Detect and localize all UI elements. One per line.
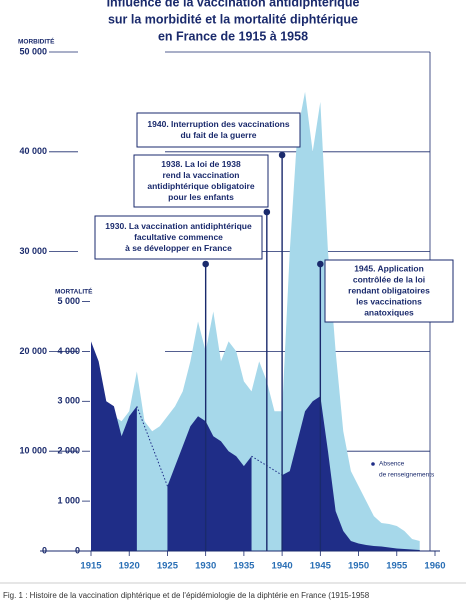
annotation-text: à se développer en France: [125, 243, 232, 253]
area: [282, 396, 420, 551]
x-tick-label: 1945: [310, 561, 332, 572]
annotation-text: antidiphtérique obligatoire: [147, 181, 254, 191]
annotation-text: 1938. La loi de 1938: [161, 159, 241, 169]
x-tick-label: 1955: [386, 561, 408, 572]
annotation-dot: [278, 151, 286, 159]
y2-tick-label: 3 000: [57, 396, 80, 406]
annotation-text: 1940. Interruption des vaccinations: [147, 119, 289, 129]
legend-marker: [371, 462, 375, 466]
y2-axis-label: MORTALITÉ: [55, 287, 93, 296]
annotation-box: [324, 259, 454, 323]
x-tick-label: 1925: [157, 561, 179, 572]
annotation-dot: [202, 260, 209, 268]
x-tick-label: 1940: [272, 561, 293, 572]
y-tick-label: 10 000: [19, 446, 47, 456]
y2-tick-label: 5 000: [57, 296, 80, 306]
annotation-text: rend la vaccination: [163, 170, 240, 180]
x-tick-label: 1915: [80, 561, 102, 572]
legend-text: Absence: [379, 461, 405, 468]
y2-tick-label: 4 000: [57, 346, 80, 356]
annotation-text: 1945. Application: [354, 263, 424, 273]
chart-title: en France de 1915 à 1958: [158, 29, 308, 43]
annotation-text: pour les enfants: [168, 192, 234, 202]
area: [91, 91, 420, 552]
annotation-text: facultative commence: [134, 232, 223, 242]
annotation-text: rendant obligatoires: [348, 285, 430, 295]
chart-title: sur la morbidité et la mortalité diphtér…: [108, 12, 358, 26]
annotation-text: 1930. La vaccination antidiphtérique: [105, 221, 252, 231]
annotation-text: du fait de la guerre: [180, 130, 256, 140]
x-tick-label: 1930: [195, 561, 216, 572]
annotation-text: les vaccinations: [356, 296, 422, 306]
x-tick-label: 1935: [233, 561, 255, 572]
y-tick-label: 0: [42, 545, 47, 555]
annotation-dot: [317, 260, 324, 268]
annotation-text: contrôlée de la loi: [353, 274, 425, 284]
y-tick-label: 50 000: [19, 46, 47, 56]
annotation-dot: [263, 208, 271, 216]
caption: Fig. 1 : Histoire de la vaccination diph…: [3, 591, 370, 600]
missing-data-link: [136, 406, 168, 487]
annotation-box: [94, 215, 263, 260]
x-tick-label: 1920: [119, 561, 140, 572]
area: [91, 341, 137, 551]
annotation-box: [136, 112, 301, 148]
y-tick-label: 30 000: [19, 246, 47, 256]
y2-tick-label: 0: [75, 545, 80, 555]
y2-tick-label: 1 000: [57, 495, 80, 505]
y-tick-label: 20 000: [19, 346, 47, 356]
x-tick-label: 1950: [348, 561, 369, 572]
y2-tick-label: 2 000: [57, 446, 80, 456]
chart-title: Influence de la vaccination antidiphtéri…: [107, 0, 360, 9]
area: [167, 416, 252, 551]
annotation-text: anatoxiques: [364, 307, 414, 317]
annotation-box: [133, 154, 269, 208]
legend-text: de renseignements: [379, 472, 435, 479]
y-axis-label: MORBIDITÉ: [18, 37, 55, 46]
x-tick-label: 1960: [424, 561, 445, 572]
y-tick-label: 40 000: [19, 146, 47, 156]
